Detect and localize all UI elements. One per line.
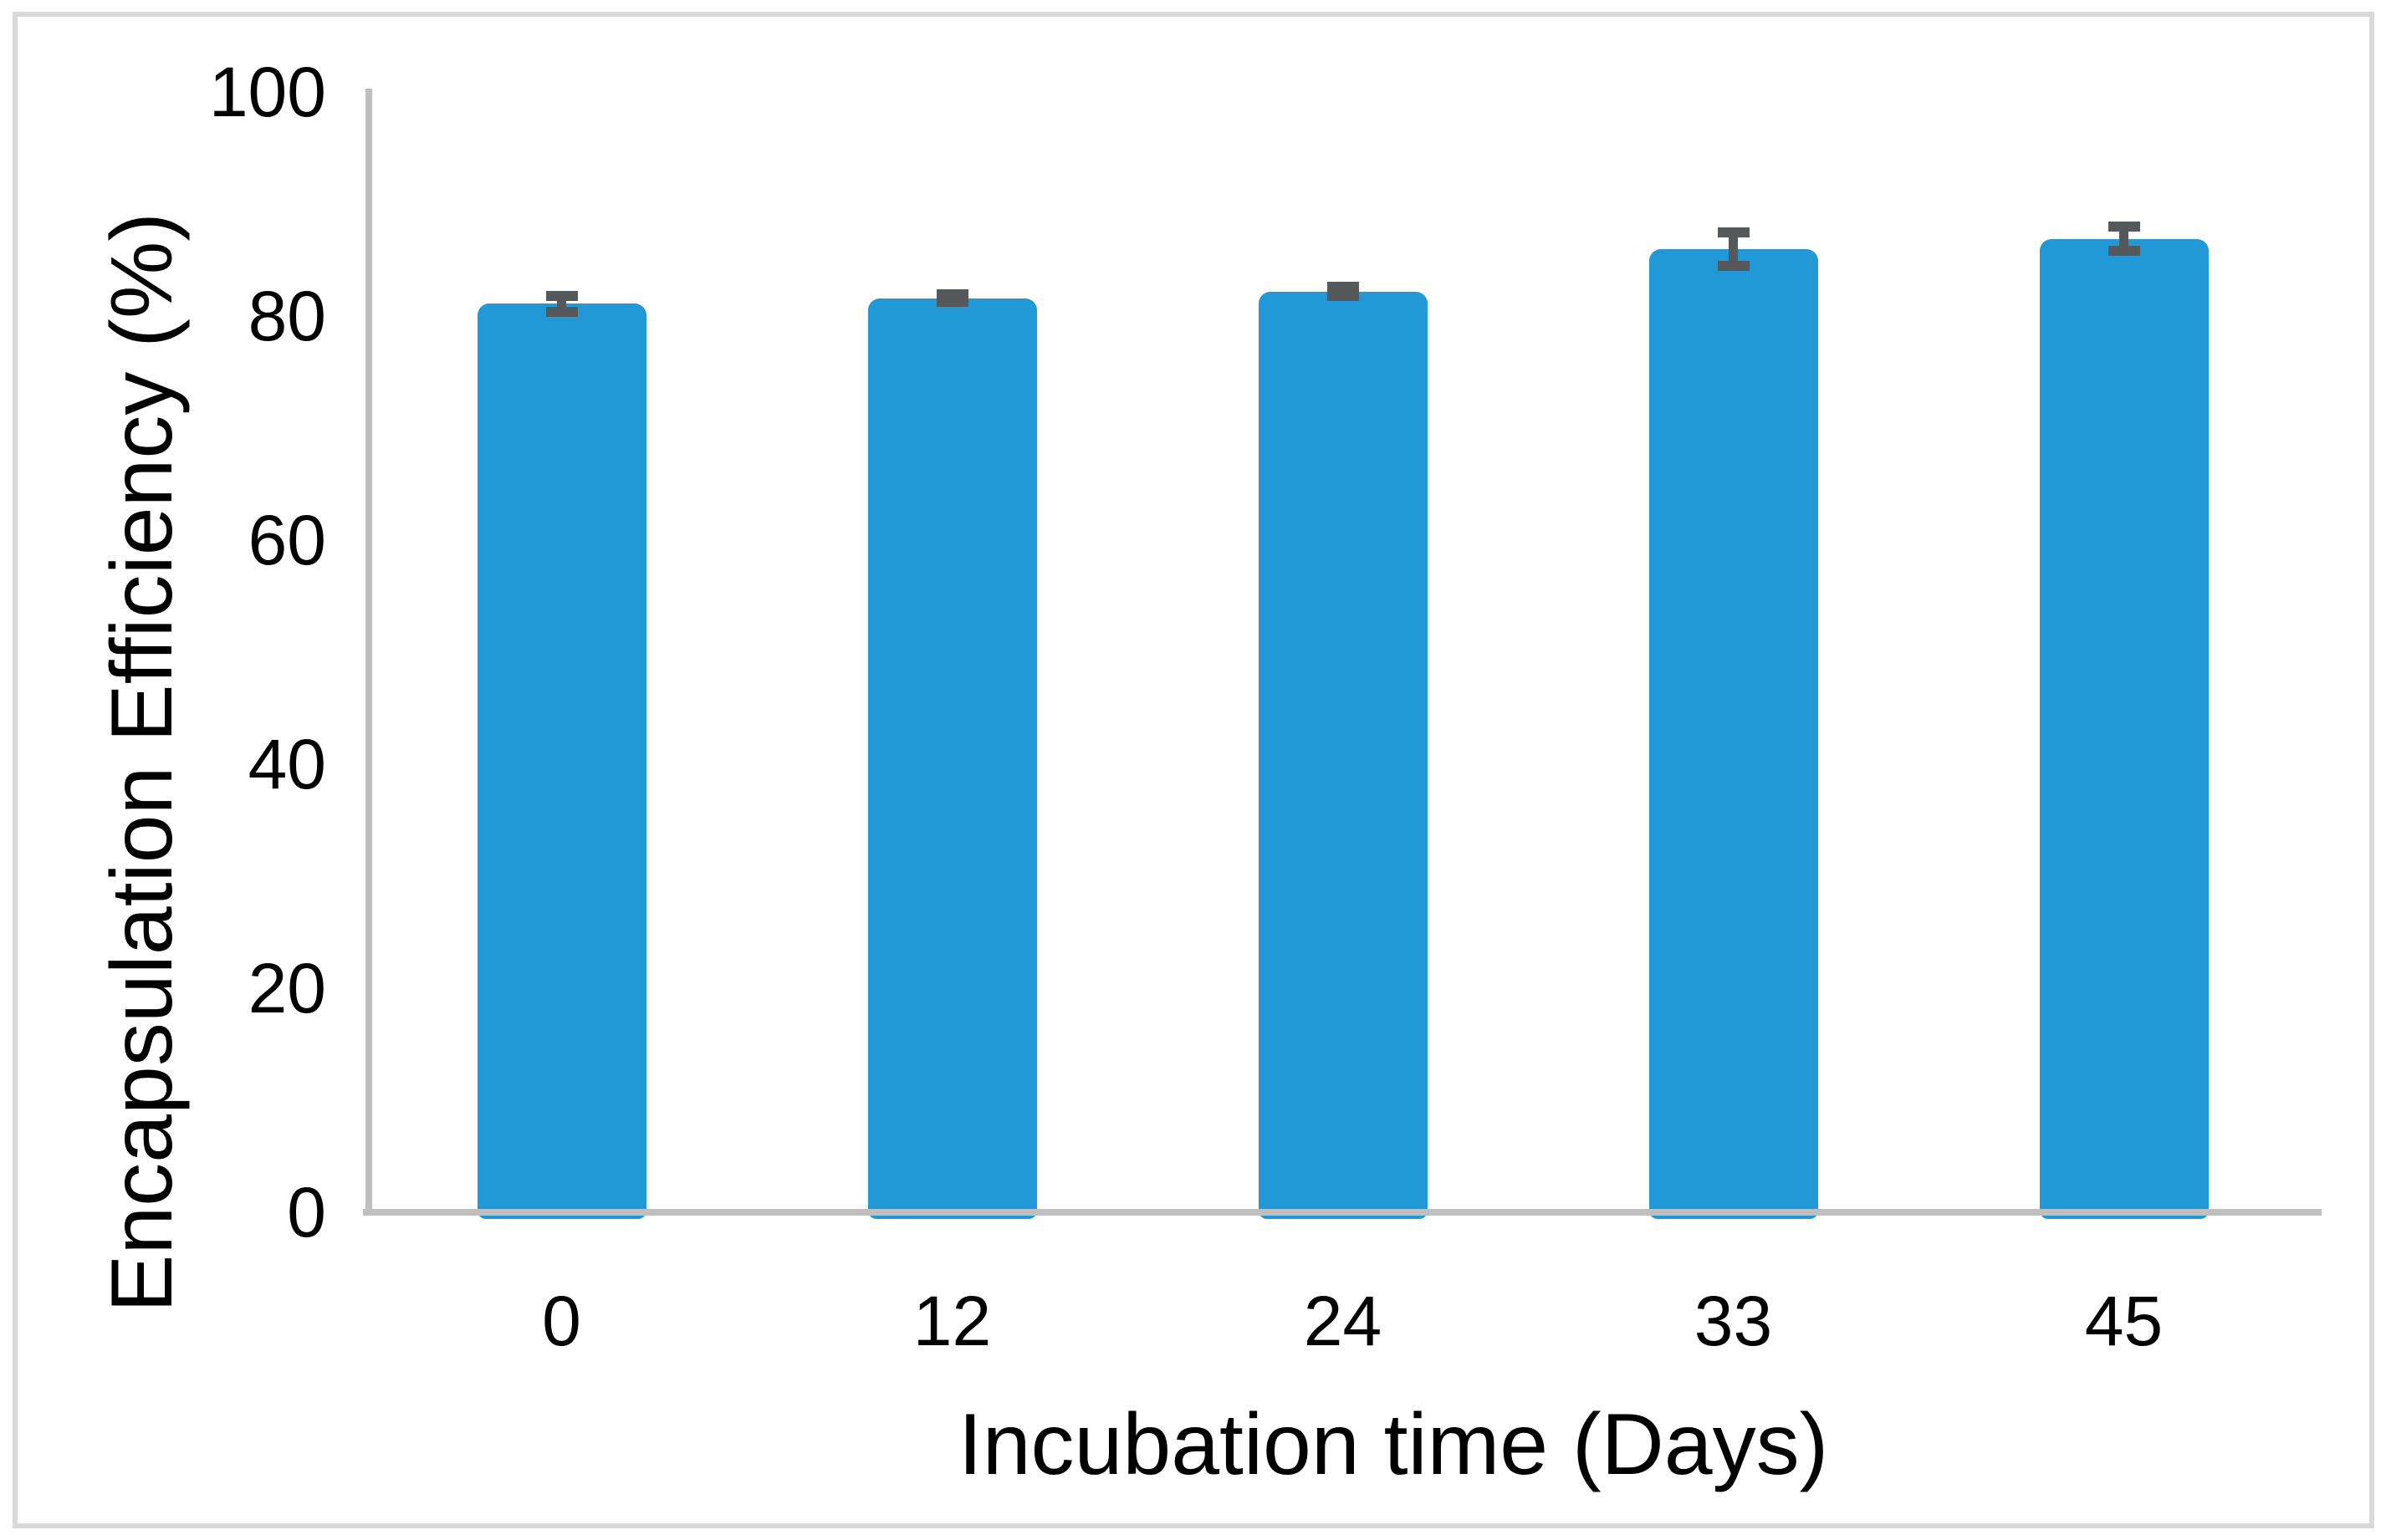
- bar-45-days: [2039, 238, 2209, 1219]
- error-bar-stem: [557, 295, 566, 312]
- x-axis-title: Incubation time (Days): [958, 1396, 1829, 1493]
- y-tick-label-20: 20: [248, 949, 326, 1028]
- x-axis-line: [363, 1209, 2322, 1216]
- bar-0-days: [477, 303, 646, 1219]
- y-tick-label-80: 80: [248, 277, 326, 355]
- y-tick-label-0: 0: [287, 1173, 326, 1252]
- x-tick-label-12: 12: [912, 1282, 992, 1360]
- error-bar-cap-top: [2108, 221, 2140, 232]
- error-bar-stem: [2119, 226, 2128, 252]
- bar-33-days: [1648, 248, 1818, 1219]
- figure-border: [13, 12, 2374, 1528]
- error-bar-cap-bottom: [1326, 290, 1359, 301]
- error-bar-cap-bottom: [545, 306, 578, 317]
- x-tick-label-24: 24: [1303, 1282, 1382, 1360]
- y-tick-label-100: 100: [208, 53, 326, 131]
- error-bar-cap-bottom: [2108, 246, 2140, 257]
- y-tick-label-40: 40: [248, 725, 326, 803]
- error-bar-cap-top: [936, 288, 968, 299]
- y-axis-title: Encapsulation Efficiency (%): [94, 212, 191, 1313]
- x-tick-label-0: 0: [542, 1282, 581, 1360]
- error-bar-cap-bottom: [1717, 260, 1750, 271]
- y-tick-label-60: 60: [248, 501, 326, 579]
- error-bar-cap-bottom: [936, 297, 968, 308]
- bar-24-days: [1258, 291, 1428, 1219]
- error-bar-cap-top: [1326, 282, 1359, 293]
- x-tick-label-33: 33: [1694, 1282, 1773, 1360]
- error-bar-cap-top: [545, 290, 578, 301]
- bar-12-days: [867, 298, 1037, 1219]
- x-tick-label-45: 45: [2084, 1282, 2164, 1360]
- y-axis-line: [365, 89, 372, 1216]
- error-bar-stem: [1729, 232, 1738, 266]
- error-bar-cap-top: [1717, 227, 1750, 237]
